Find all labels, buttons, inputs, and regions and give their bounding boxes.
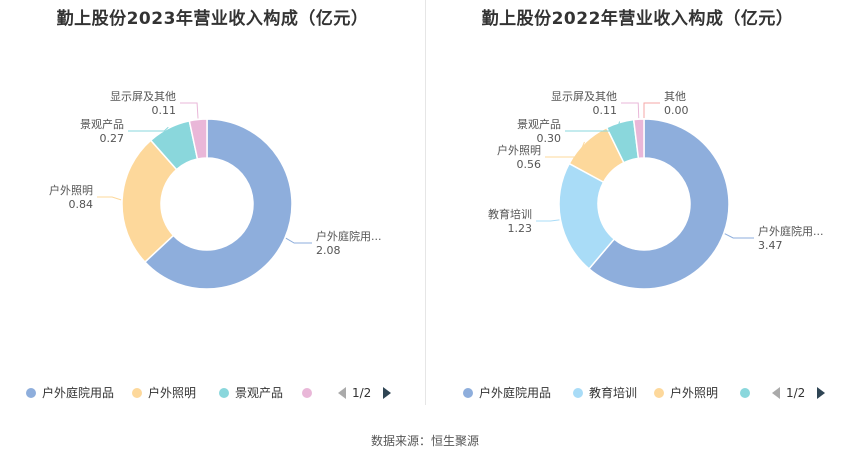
slice-label-教育培训: 教育培训 xyxy=(488,207,532,221)
slice-value-显示屏及其他: 0.11 xyxy=(152,104,177,117)
slice-value-景观产品: 0.30 xyxy=(537,132,562,145)
legend-next-icon[interactable] xyxy=(383,387,391,399)
leader-line-教育培训 xyxy=(536,219,560,222)
leader-line-显示屏及其他 xyxy=(180,102,199,119)
chart-title-2023: 勤上股份2023年营业收入构成（亿元） xyxy=(56,9,369,29)
legend-label-1[interactable]: 教育培训 xyxy=(589,385,637,400)
legend-swatch-0[interactable] xyxy=(26,388,36,398)
slice-label-户外照明: 户外照明 xyxy=(497,143,541,157)
legend-label-0[interactable]: 户外庭院用品 xyxy=(42,385,114,400)
donut-chart-2022: 户外庭院用...3.47教育培训1.23户外照明0.56景观产品0.30显示屏及… xyxy=(463,90,825,400)
slice-label-显示屏及其他: 显示屏及其他 xyxy=(110,90,176,103)
donut-slice-显示屏及其他 xyxy=(188,118,208,160)
legend-prev-icon[interactable] xyxy=(338,387,346,399)
leader-line-户外照明 xyxy=(545,141,585,158)
slice-label-户外庭院用品: 户外庭院用... xyxy=(316,229,382,243)
slice-label-其他: 其他 xyxy=(664,90,686,103)
slice-value-户外庭院用品: 3.47 xyxy=(758,239,783,252)
slice-value-户外照明: 0.56 xyxy=(517,158,542,171)
data-source-note: 数据来源：恒生聚源 xyxy=(370,434,479,448)
slice-value-户外照明: 0.84 xyxy=(69,198,94,211)
legend-label-2[interactable]: 户外照明 xyxy=(670,385,718,400)
leader-line-户外庭院用品 xyxy=(724,233,754,239)
legend-label-0[interactable]: 户外庭院用品 xyxy=(479,385,551,400)
chart-title-2022: 勤上股份2022年营业收入构成（亿元） xyxy=(481,9,794,29)
legend-page-indicator: 1/2 xyxy=(352,386,371,400)
slice-label-户外照明: 户外照明 xyxy=(49,183,93,197)
slice-value-显示屏及其他: 0.11 xyxy=(593,104,618,117)
legend-swatch-3[interactable] xyxy=(302,388,312,398)
legend-label-1[interactable]: 户外照明 xyxy=(148,385,196,400)
legend-swatch-3[interactable] xyxy=(740,388,750,398)
legend-swatch-2[interactable] xyxy=(654,388,664,398)
donut-slice-户外庭院用品 xyxy=(587,118,730,290)
legend-next-icon[interactable] xyxy=(817,387,825,399)
legend-swatch-1[interactable] xyxy=(573,388,583,398)
slice-label-户外庭院用品: 户外庭院用... xyxy=(758,224,824,238)
legend-label-2[interactable]: 景观产品 xyxy=(235,386,283,400)
donut-slice-户外庭院用品 xyxy=(143,118,293,290)
slice-label-显示屏及其他: 显示屏及其他 xyxy=(551,90,617,103)
legend-prev-icon[interactable] xyxy=(772,387,780,399)
chart-panel-2023: 勤上股份2023年营业收入构成（亿元） 户外庭院用... 2.08 户外照明 0.84… xyxy=(0,0,425,420)
donut-chart-2023: 户外庭院用...2.08户外照明0.84景观产品0.27显示屏及其他0.11户外… xyxy=(26,90,391,400)
leader-line-其他 xyxy=(643,102,660,118)
legend-swatch-1[interactable] xyxy=(132,388,142,398)
slice-value-景观产品: 0.27 xyxy=(100,132,125,145)
slice-value-教育培训: 1.23 xyxy=(508,222,533,235)
legend-page-indicator: 1/2 xyxy=(786,386,805,400)
leader-line-户外照明 xyxy=(97,196,122,201)
donut-slice-显示屏及其他 xyxy=(632,118,645,160)
slice-label-景观产品: 景观产品 xyxy=(517,117,561,131)
slice-label-景观产品: 景观产品 xyxy=(80,117,124,131)
slice-value-户外庭院用品: 2.08 xyxy=(316,244,341,257)
slice-value-其他: 0.00 xyxy=(664,104,689,117)
panel-divider xyxy=(425,0,426,405)
leader-line-景观产品 xyxy=(565,121,621,132)
leader-line-显示屏及其他 xyxy=(621,102,640,119)
legend-swatch-2[interactable] xyxy=(219,388,229,398)
chart-panel-2022: 勤上股份2022年营业收入构成（亿元） 户外庭院用... 3.47 教育培训 1.23… xyxy=(425,0,850,420)
legend-swatch-0[interactable] xyxy=(463,388,473,398)
leader-line-景观产品 xyxy=(128,126,169,132)
leader-line-户外庭院用品 xyxy=(285,237,312,244)
